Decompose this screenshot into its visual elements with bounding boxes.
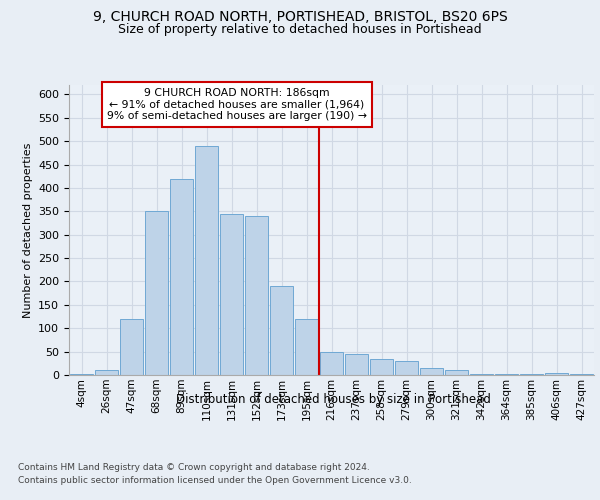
Bar xyxy=(545,372,568,375)
Bar xyxy=(269,286,293,375)
Text: 9 CHURCH ROAD NORTH: 186sqm
← 91% of detached houses are smaller (1,964)
9% of s: 9 CHURCH ROAD NORTH: 186sqm ← 91% of det… xyxy=(107,88,367,121)
Bar xyxy=(470,374,493,375)
Bar xyxy=(344,354,368,375)
Bar xyxy=(145,212,169,375)
Bar xyxy=(520,374,544,375)
Bar xyxy=(419,368,443,375)
Y-axis label: Number of detached properties: Number of detached properties xyxy=(23,142,32,318)
Bar xyxy=(245,216,268,375)
Bar xyxy=(320,352,343,375)
Bar xyxy=(194,146,218,375)
Text: Distribution of detached houses by size in Portishead: Distribution of detached houses by size … xyxy=(176,392,490,406)
Text: Size of property relative to detached houses in Portishead: Size of property relative to detached ho… xyxy=(118,22,482,36)
Bar xyxy=(220,214,244,375)
Bar xyxy=(119,319,143,375)
Bar xyxy=(445,370,469,375)
Bar xyxy=(170,178,193,375)
Bar xyxy=(70,374,94,375)
Bar xyxy=(395,361,418,375)
Bar xyxy=(494,374,518,375)
Bar xyxy=(295,319,319,375)
Bar xyxy=(370,358,394,375)
Bar xyxy=(95,370,118,375)
Text: 9, CHURCH ROAD NORTH, PORTISHEAD, BRISTOL, BS20 6PS: 9, CHURCH ROAD NORTH, PORTISHEAD, BRISTO… xyxy=(92,10,508,24)
Text: Contains HM Land Registry data © Crown copyright and database right 2024.: Contains HM Land Registry data © Crown c… xyxy=(18,462,370,471)
Bar xyxy=(569,374,593,375)
Text: Contains public sector information licensed under the Open Government Licence v3: Contains public sector information licen… xyxy=(18,476,412,485)
